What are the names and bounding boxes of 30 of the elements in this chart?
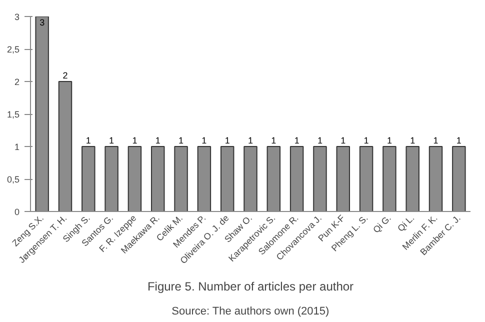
y-tick-label: 3 — [14, 12, 20, 22]
data-label: 1 — [178, 136, 184, 146]
source-note: Source: The authors own (2015) — [172, 306, 330, 318]
data-label: 2 — [62, 70, 68, 80]
data-label: 1 — [271, 136, 276, 146]
data-label: 1 — [86, 136, 91, 146]
data-label: 1 — [132, 136, 138, 146]
data-label: 1 — [433, 136, 438, 146]
data-label: 1 — [456, 136, 462, 146]
data-label: 3 — [40, 18, 45, 28]
x-tick-label: Qi G. — [371, 212, 393, 235]
y-tick-label: 1 — [14, 142, 20, 152]
data-label: 1 — [340, 136, 346, 146]
data-label: 1 — [248, 136, 254, 146]
y-tick-label: 2,5 — [6, 44, 20, 54]
data-label: 1 — [109, 136, 114, 146]
data-label: 1 — [202, 136, 207, 146]
x-tick-label: Qi L. — [396, 212, 416, 234]
data-label: 1 — [317, 136, 322, 146]
y-tick-label: 0 — [14, 207, 20, 217]
text: Figure 5. Number of articles per author — [147, 280, 354, 294]
data-label: 1 — [386, 136, 392, 146]
y-tick-label: 1,5 — [6, 110, 20, 120]
data-label: 1 — [294, 136, 300, 146]
y-tick-label: 0,5 — [6, 174, 20, 184]
y-tick-label: 2 — [14, 77, 20, 87]
data-label: 1 — [410, 136, 416, 146]
data-label: 1 — [364, 136, 369, 146]
data-label: 1 — [224, 136, 230, 146]
data-label: 1 — [155, 136, 160, 146]
